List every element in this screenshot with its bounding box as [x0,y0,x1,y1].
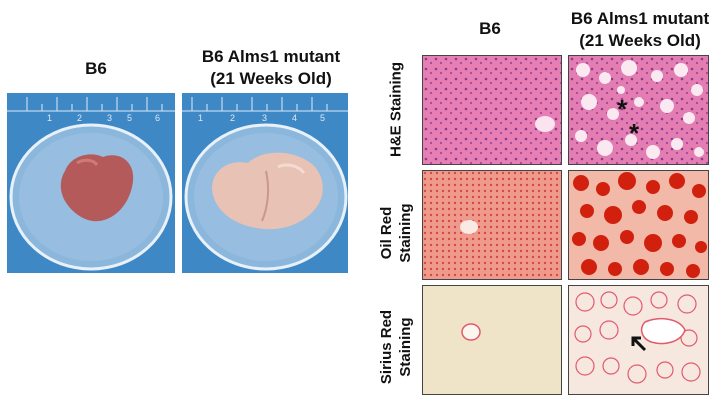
ruler-number: 1 [47,113,52,123]
photo-label-mutant-line1: B6 Alms1 mutant [201,47,341,66]
histology-header-mutant-line1: B6 Alms1 mutant [570,9,710,28]
central-vein [640,317,686,345]
row-label-oil-line2: Staining [397,203,414,263]
ruler-number: 3 [107,113,112,123]
row-label-he: H&E Staining [387,54,406,166]
photo-label-mutant-line2: (21 Weeks Old) [210,69,332,88]
histology-header-b6: B6 [479,19,501,38]
photo-label-b6: B6 [85,59,107,78]
star-annotation: * [629,118,640,148]
liver-photo-mutant: 1 2 3 4 5 [182,93,348,273]
ruler-number: 5 [127,113,132,123]
sirius-tile-mutant [568,285,709,395]
ruler [182,97,348,112]
oil-tile-mutant [568,170,709,280]
histology-header-mutant-line2: (21 Weeks Old) [579,31,701,50]
liver-photo-b6: 1 2 3 5 6 [7,93,175,273]
ruler-number: 3 [262,113,267,123]
oil-tile-b6 [422,170,562,280]
ruler-number: 6 [155,113,160,123]
row-label-oil-line1: Oil Red [378,206,395,260]
row-label-oil: Oil Red Staining [377,177,415,289]
liver-b6 [60,154,134,222]
ruler-number: 2 [77,113,82,123]
ruler-number: 5 [320,113,325,123]
arrow-icon [631,336,647,352]
row-label-sirius-line2: Staining [397,317,414,377]
row-label-sirius: Sirius Red Staining [377,291,415,403]
row-label-sirius-line1: Sirius Red [378,309,395,385]
photo-label-mutant: B6 Alms1 mutant (21 Weeks Old) [176,46,366,90]
row-label-he-line1: H&E Staining [387,62,405,158]
he-tile-b6 [422,55,562,165]
ruler-number: 1 [198,113,203,123]
he-tile-mutant: * * [568,55,709,165]
ruler [7,97,175,112]
ruler-number: 4 [292,113,297,123]
sirius-tile-b6 [422,285,562,395]
histology-header-mutant: B6 Alms1 mutant (21 Weeks Old) [545,8,722,52]
star-annotation: * [617,94,628,124]
ruler-number: 2 [230,113,235,123]
